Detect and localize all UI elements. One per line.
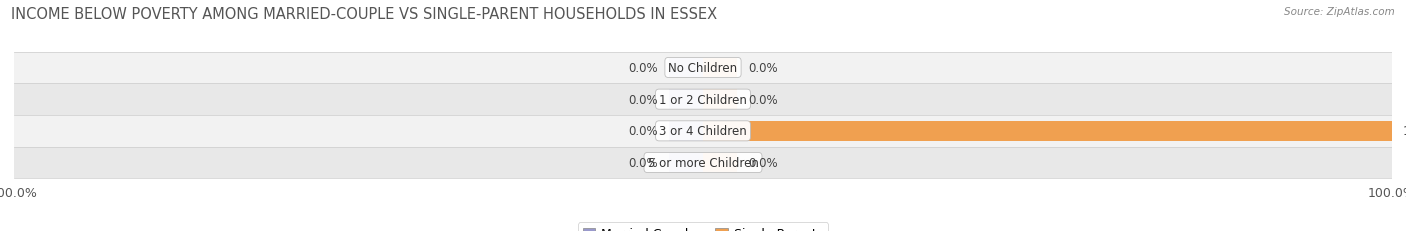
Bar	[669, 122, 703, 141]
Bar	[14, 52, 1392, 84]
Bar	[703, 58, 738, 78]
Text: 100.0%: 100.0%	[1402, 125, 1406, 138]
Bar	[669, 90, 703, 109]
Text: 0.0%: 0.0%	[628, 93, 658, 106]
Text: No Children: No Children	[668, 62, 738, 75]
Text: 0.0%: 0.0%	[628, 125, 658, 138]
Bar	[14, 147, 1392, 179]
Text: 0.0%: 0.0%	[748, 62, 778, 75]
Bar	[669, 58, 703, 78]
Text: 5 or more Children: 5 or more Children	[648, 156, 758, 169]
Bar	[703, 153, 738, 173]
Legend: Married Couples, Single Parents: Married Couples, Single Parents	[578, 222, 828, 231]
Bar	[14, 84, 1392, 116]
Text: 0.0%: 0.0%	[628, 62, 658, 75]
Text: 0.0%: 0.0%	[748, 156, 778, 169]
Text: Source: ZipAtlas.com: Source: ZipAtlas.com	[1284, 7, 1395, 17]
Bar	[703, 90, 738, 109]
Text: 1 or 2 Children: 1 or 2 Children	[659, 93, 747, 106]
Bar	[14, 116, 1392, 147]
Text: INCOME BELOW POVERTY AMONG MARRIED-COUPLE VS SINGLE-PARENT HOUSEHOLDS IN ESSEX: INCOME BELOW POVERTY AMONG MARRIED-COUPL…	[11, 7, 717, 22]
Text: 0.0%: 0.0%	[628, 156, 658, 169]
Bar	[669, 153, 703, 173]
Bar	[703, 122, 1392, 141]
Text: 0.0%: 0.0%	[748, 93, 778, 106]
Text: 3 or 4 Children: 3 or 4 Children	[659, 125, 747, 138]
